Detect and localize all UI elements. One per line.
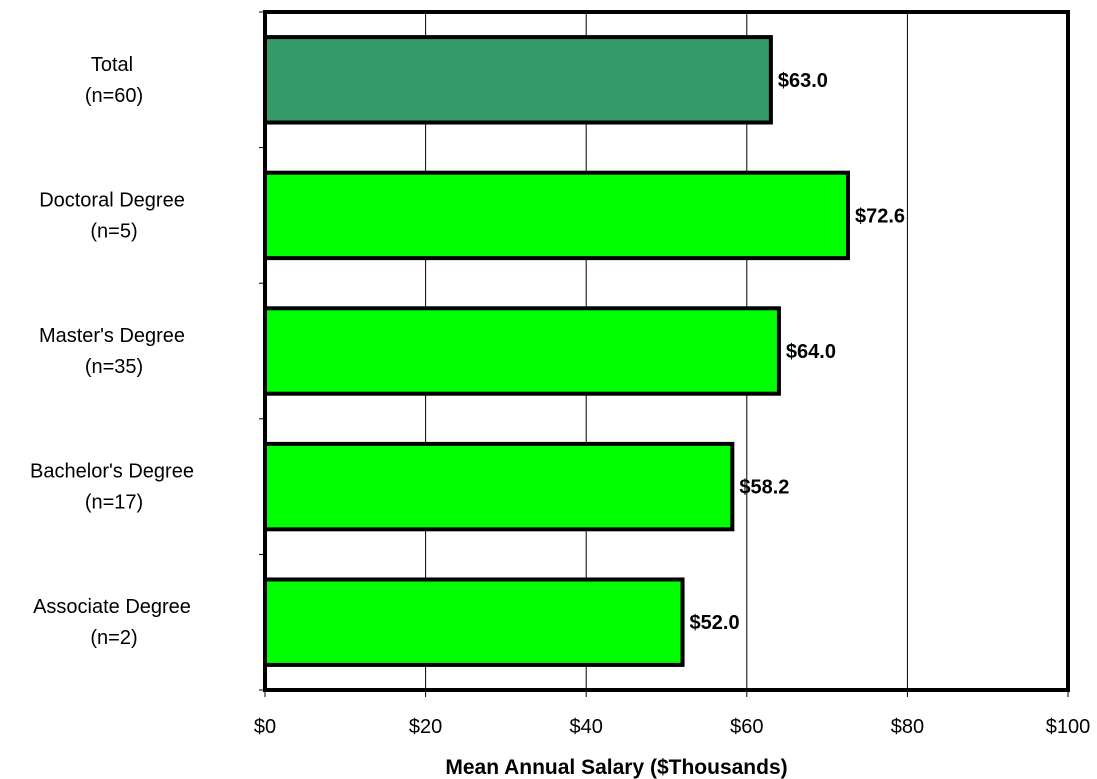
data-labels: $63.0 $72.6 $64.0 $58.2 $52.0 bbox=[690, 70, 905, 634]
category-count-label: (n=60) bbox=[85, 85, 143, 107]
bar bbox=[263, 35, 773, 125]
bar bbox=[263, 306, 781, 396]
x-axis-ticks: $0 $20 $40 $60 $80 $100 bbox=[254, 690, 1090, 738]
bar bbox=[263, 170, 850, 261]
x-tick-label: $20 bbox=[409, 716, 442, 738]
category-label: Associate Degree bbox=[33, 596, 191, 618]
category-count-label: (n=5) bbox=[90, 220, 137, 242]
x-tick-label: $80 bbox=[891, 716, 924, 738]
data-label: $58.2 bbox=[739, 477, 789, 499]
category-label: Doctoral Degree bbox=[39, 189, 185, 211]
category-axis: Total (n=60) Doctoral Degree (n=5) Master's … bbox=[30, 11, 265, 691]
x-tick-label: $60 bbox=[730, 716, 763, 738]
bar bbox=[263, 441, 735, 532]
bars bbox=[263, 35, 850, 667]
category-label: Total bbox=[91, 54, 133, 76]
data-label: $72.6 bbox=[855, 205, 905, 227]
x-tick-label: $0 bbox=[254, 716, 276, 738]
bar bbox=[263, 577, 685, 667]
x-tick-label: $40 bbox=[570, 716, 603, 738]
category-count-label: (n=2) bbox=[90, 627, 137, 649]
category-label: Bachelor's Degree bbox=[30, 461, 194, 483]
data-label: $63.0 bbox=[778, 70, 828, 92]
category-label: Master's Degree bbox=[39, 325, 185, 347]
category-count-label: (n=35) bbox=[85, 356, 143, 378]
x-tick-label: $100 bbox=[1046, 716, 1091, 738]
x-axis-title: Mean Annual Salary ($Thousands) bbox=[445, 756, 787, 779]
plot-frame bbox=[263, 10, 1070, 692]
category-count-label: (n=17) bbox=[85, 492, 143, 514]
data-label: $64.0 bbox=[786, 341, 836, 363]
data-label: $52.0 bbox=[690, 612, 740, 634]
